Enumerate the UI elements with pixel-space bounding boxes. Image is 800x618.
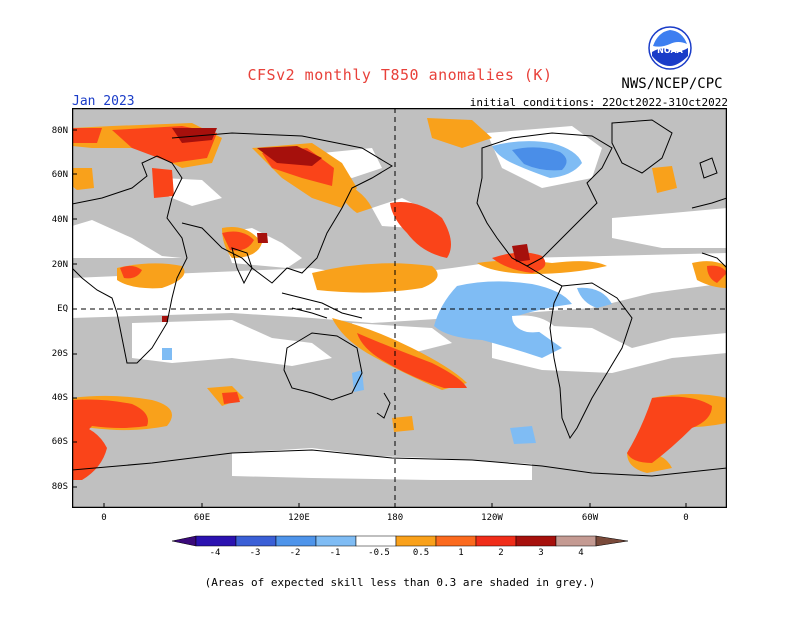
colorbar-tick: 1 [458, 548, 464, 558]
lat-label-80n: 80N [51, 126, 68, 136]
lat-label-40s: 40S [51, 393, 68, 403]
lat-label-60n: 60N [51, 170, 68, 180]
map-frame [72, 108, 727, 508]
lat-label-40n: 40N [51, 215, 68, 225]
colorbar-tick: 0.5 [412, 548, 430, 558]
coastlines [72, 119, 727, 477]
colorbar-cell [195, 535, 237, 547]
colorbar-tick: 2 [498, 548, 504, 558]
cold-anomalies [162, 141, 612, 444]
colorbar-tick: -2 [289, 548, 301, 558]
logo-text: NOAA [657, 46, 683, 55]
colorbar-tick: -4 [209, 548, 221, 558]
colorbar-tick: -1 [329, 548, 341, 558]
lon-label-0: 0 [101, 513, 107, 523]
neutral-hole-pacific [512, 315, 554, 333]
lon-label-60w: 60W [581, 513, 599, 523]
lon-ticks [103, 503, 687, 508]
lon-label-120w: 120W [481, 513, 503, 523]
initial-conditions: initial conditions: 22Oct2022-31Oct2022 [469, 96, 728, 109]
forecast-month: Jan 2023 [72, 94, 135, 109]
cold-area-canada-core [512, 147, 567, 171]
colorbar-cell [475, 535, 517, 547]
lat-ticks [72, 129, 77, 488]
lat-label-20n: 20N [51, 260, 68, 270]
cold-area-east-pacific [434, 281, 572, 358]
skill-footnote: (Areas of expected skill less than 0.3 a… [204, 576, 596, 589]
lat-label-20s: 20S [51, 349, 68, 359]
anomaly-map [72, 108, 727, 508]
colorbar-cell [355, 535, 397, 547]
agency-label: NWS/NCEP/CPC [621, 76, 723, 92]
colorbar-cell [435, 535, 477, 547]
cold-area-south-pacific [510, 426, 536, 444]
lon-label-120e: 120E [288, 513, 310, 523]
colorbar-cell [275, 535, 317, 547]
colorbar-tick: -3 [249, 548, 261, 558]
cold-area-madagascar [162, 348, 172, 360]
colorbar-tick: -0.5 [368, 548, 390, 558]
colorbar-arrow-right [595, 535, 628, 547]
cold-area-south-america [577, 287, 612, 308]
colorbar-cell [515, 535, 557, 547]
lat-label-80s: 80S [51, 482, 68, 492]
colorbar-tick: 4 [578, 548, 584, 558]
colorbar-cell [555, 535, 597, 547]
noaa-logo: NOAA [648, 26, 692, 70]
colorbar-arrow-left [172, 535, 197, 547]
lat-label-60s: 60S [51, 437, 68, 447]
lat-label-eq: EQ [57, 304, 68, 314]
colorbar [172, 535, 628, 547]
lon-label-60e: 60E [193, 513, 211, 523]
colorbar-cell [395, 535, 437, 547]
map-title: CFSv2 monthly T850 anomalies (K) [247, 66, 553, 84]
warm-anomalies-very-strong [162, 128, 530, 322]
lon-label-0-east: 0 [683, 513, 689, 523]
colorbar-tick: 3 [538, 548, 544, 558]
colorbar-cell [315, 535, 357, 547]
lon-label-180: 180 [386, 513, 404, 523]
colorbar-cell [235, 535, 277, 547]
